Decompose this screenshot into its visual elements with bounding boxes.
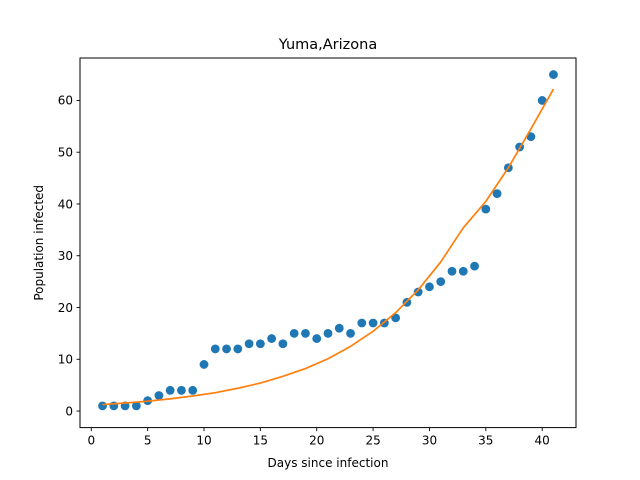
data-point [233, 344, 243, 354]
x-tick-label: 25 [365, 434, 380, 448]
data-point [391, 313, 401, 323]
x-axis-label: Days since infection [268, 456, 389, 470]
y-tick-label: 50 [58, 146, 73, 160]
chart-title: Yuma,Arizona [278, 37, 377, 53]
data-point [165, 385, 175, 395]
data-point [413, 287, 423, 297]
data-point [244, 339, 254, 349]
y-tick-label: 60 [58, 94, 73, 108]
data-point [470, 261, 479, 271]
data-point [222, 344, 231, 354]
data-point [177, 385, 186, 395]
y-axis-label: Population infected [32, 185, 46, 301]
x-axis: 0 5 10 15 20 25 30 35 40 [87, 427, 550, 448]
data-point [492, 189, 502, 199]
data-point [278, 339, 288, 349]
x-tick-label: 15 [253, 434, 268, 448]
y-axis: 0 10 20 30 40 50 60 [58, 94, 80, 418]
data-point [425, 282, 434, 292]
data-point [357, 318, 367, 328]
y-tick-label: 0 [65, 404, 73, 418]
x-tick-label: 5 [144, 434, 152, 448]
data-point [481, 204, 491, 214]
x-tick-label: 35 [478, 434, 493, 448]
data-point [537, 96, 547, 105]
data-point [301, 328, 310, 338]
data-point [312, 334, 322, 343]
data-point [526, 132, 536, 142]
data-point [255, 339, 265, 349]
data-point [289, 328, 299, 338]
x-tick-label: 20 [309, 434, 324, 448]
data-point [447, 266, 457, 276]
x-tick-label: 30 [422, 434, 437, 448]
fit-curve [102, 88, 555, 406]
data-point [549, 70, 558, 79]
data-point [154, 391, 164, 400]
y-tick-label: 10 [58, 353, 73, 367]
data-point [368, 318, 378, 328]
x-tick-label: 10 [196, 434, 211, 448]
data-point [436, 277, 446, 287]
data-point [346, 328, 355, 338]
data-point [188, 385, 198, 395]
plot-area [98, 70, 558, 411]
data-point [323, 328, 333, 338]
data-point [98, 401, 107, 411]
data-point [210, 344, 220, 354]
x-tick-label: 0 [87, 434, 95, 448]
data-point [334, 323, 344, 333]
y-tick-label: 30 [58, 249, 73, 263]
plot-frame [79, 57, 577, 429]
data-point [131, 401, 141, 411]
data-point [199, 360, 209, 369]
x-tick-label: 40 [535, 434, 550, 448]
data-point [458, 266, 468, 276]
y-tick-label: 20 [58, 301, 73, 315]
data-point [267, 334, 277, 343]
y-tick-label: 40 [58, 197, 73, 211]
